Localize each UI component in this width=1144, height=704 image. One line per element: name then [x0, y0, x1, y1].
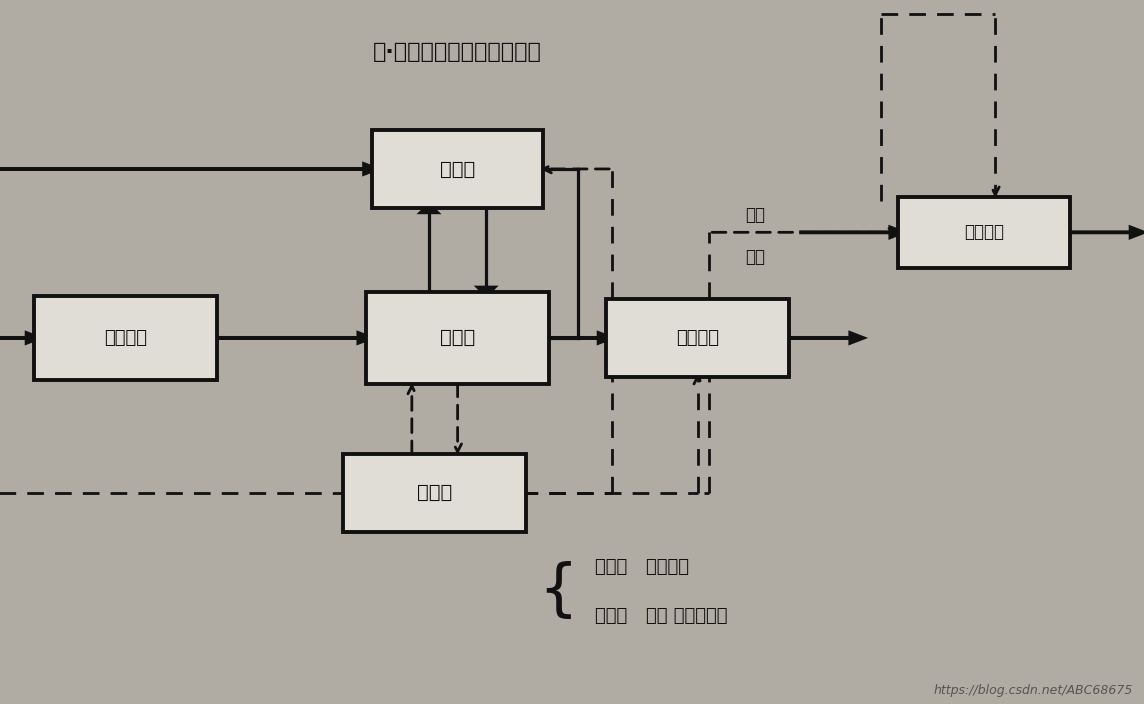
FancyBboxPatch shape: [898, 197, 1070, 268]
Text: https://blog.csdn.net/ABC68675: https://blog.csdn.net/ABC68675: [934, 684, 1133, 697]
Text: 凯·诺依曼计算机硬件框图：: 凯·诺依曼计算机硬件框图：: [373, 42, 542, 62]
Text: 控制器: 控制器: [418, 484, 452, 502]
FancyBboxPatch shape: [343, 454, 526, 532]
FancyBboxPatch shape: [366, 292, 549, 384]
Text: 虚线：   控制 和状态反馈: 虚线： 控制 和状态反馈: [595, 607, 728, 625]
FancyBboxPatch shape: [606, 299, 789, 377]
Text: 实线：   数据通路: 实线： 数据通路: [595, 558, 689, 576]
FancyArrow shape: [0, 164, 378, 174]
FancyArrow shape: [1064, 227, 1144, 237]
Text: 存储器: 存储器: [440, 160, 475, 178]
FancyArrow shape: [543, 333, 612, 343]
Text: 程序: 程序: [745, 248, 765, 266]
FancyArrow shape: [477, 287, 494, 296]
FancyArrow shape: [212, 333, 372, 343]
Text: {: {: [538, 561, 578, 622]
Text: 数据: 数据: [745, 206, 765, 224]
FancyBboxPatch shape: [372, 130, 543, 208]
Text: 输出设备: 输出设备: [676, 329, 720, 347]
FancyBboxPatch shape: [34, 296, 217, 380]
Text: 输入设备: 输入设备: [964, 223, 1003, 241]
FancyArrow shape: [784, 333, 864, 343]
FancyArrow shape: [801, 227, 904, 237]
FancyArrow shape: [420, 204, 437, 213]
Text: 运算器: 运算器: [440, 329, 475, 347]
Text: 输入设备: 输入设备: [104, 329, 148, 347]
FancyArrow shape: [0, 333, 40, 343]
